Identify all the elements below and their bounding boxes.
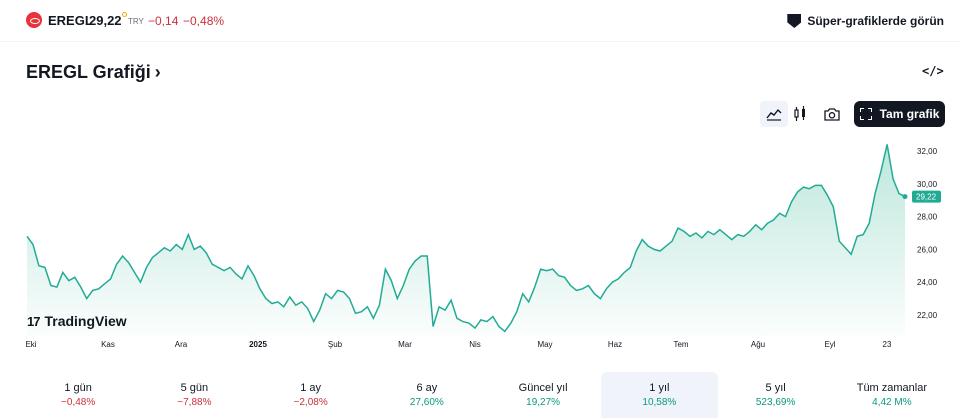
period-tab[interactable]: 1 yıl 10,58% xyxy=(601,372,718,418)
price-change: −0,14 xyxy=(148,14,179,28)
y-tick-label: 22,00 xyxy=(917,311,938,320)
last-price: 29,22 xyxy=(89,13,122,28)
period-change: 523,69% xyxy=(755,397,796,408)
x-tick-label: 23 xyxy=(883,340,892,349)
tradingview-logo: 17 TradingView xyxy=(27,313,127,329)
last-price-badge-label: 29,22 xyxy=(916,193,937,202)
period-label: 1 yıl xyxy=(649,382,670,394)
last-price-point xyxy=(902,194,908,200)
x-tick-label: Ağu xyxy=(751,340,765,349)
period-tab[interactable]: Güncel yıl 19,27% xyxy=(485,372,601,418)
x-tick-label: Ara xyxy=(175,340,188,349)
period-selector: 1 gün −0,48% 5 gün −7,88% 1 ay −2,08% 6 ay 27,6… xyxy=(20,372,950,418)
fullscreen-icon xyxy=(859,108,872,120)
period-tab[interactable]: 5 gün −7,88% xyxy=(136,372,252,418)
period-change: 4,42 M% xyxy=(872,397,912,408)
x-tick-label: Eyl xyxy=(824,340,835,349)
x-tick-label: Kas xyxy=(101,340,115,349)
screenshot-button[interactable] xyxy=(818,101,846,127)
symbol-name[interactable]: EREGL xyxy=(48,13,93,28)
period-label: 5 yıl xyxy=(765,382,786,394)
area-chart-icon xyxy=(766,108,782,121)
x-tick-label: 2025 xyxy=(249,340,267,349)
period-tab[interactable]: 5 yıl 523,69% xyxy=(718,372,834,418)
chevron-right-icon: › xyxy=(154,62,161,82)
y-tick-label: 28,00 xyxy=(917,213,938,222)
price-chart[interactable]: 22,00 24,00 26,00 28,00 30,00 32,00 29,22 Eki Ka… xyxy=(0,136,960,356)
period-change: −7,88% xyxy=(177,397,212,408)
period-change: 10,58% xyxy=(642,397,677,408)
currency: TRY xyxy=(128,17,144,26)
period-label: 6 ay xyxy=(416,382,438,394)
period-change: 27,60% xyxy=(409,397,444,408)
page-title: EREGL Grafiği xyxy=(26,62,151,82)
x-tick-label: Mar xyxy=(398,340,412,349)
period-label: Tüm zamanlar xyxy=(856,382,928,394)
tradingview-brand: TradingView xyxy=(44,313,127,329)
period-tab[interactable]: Tüm zamanlar 4,42 M% xyxy=(834,372,950,418)
company-logo-icon xyxy=(26,12,42,28)
candlestick-icon xyxy=(794,106,805,121)
period-label: Güncel yıl xyxy=(518,382,568,394)
x-tick-label: Haz xyxy=(608,340,622,349)
camera-icon xyxy=(824,108,840,121)
chart-title-link[interactable]: EREGL Grafiği › xyxy=(26,62,161,83)
period-label: 5 gün xyxy=(180,382,209,394)
x-tick-label: Şub xyxy=(328,340,343,349)
y-tick-label: 26,00 xyxy=(917,245,938,254)
super-charts-label: Süper-grafiklerde görün xyxy=(807,14,944,28)
x-tick-label: May xyxy=(537,340,552,349)
period-change: −0,48% xyxy=(61,397,96,408)
y-tick-label: 30,00 xyxy=(917,180,938,189)
period-label: 1 ay xyxy=(300,382,322,394)
price-change-percent: −0,48% xyxy=(183,14,225,28)
period-change: 19,27% xyxy=(526,397,561,408)
super-charts-link[interactable]: Süper-grafiklerde görün xyxy=(787,12,944,30)
y-tick-label: 24,00 xyxy=(917,278,938,287)
price-line xyxy=(26,144,906,333)
supercharts-icon xyxy=(787,14,802,28)
period-tab[interactable]: 6 ay 27,60% xyxy=(369,372,485,418)
price-area-fill xyxy=(27,144,905,336)
candles-chart-button[interactable] xyxy=(786,101,814,127)
period-tab[interactable]: 1 gün −0,48% xyxy=(20,372,136,418)
period-label: 1 gün xyxy=(64,382,92,394)
x-tick-label: Nis xyxy=(469,340,481,349)
period-tab[interactable]: 1 ay −2,08% xyxy=(253,372,369,418)
full-chart-button[interactable]: Tam grafik xyxy=(854,101,945,127)
last-price-badge xyxy=(912,190,941,203)
symbol-header: EREGL 29,22 TRY −0,14 −0,48% Süper-grafi… xyxy=(0,0,960,42)
tradingview-mark-icon: 17 xyxy=(27,313,41,329)
full-chart-label: Tam grafik xyxy=(879,107,940,121)
market-status-icon xyxy=(122,12,127,17)
area-chart-button[interactable] xyxy=(760,101,788,127)
x-tick-label: Eki xyxy=(25,340,36,349)
x-tick-label: Tem xyxy=(673,340,688,349)
period-change: −2,08% xyxy=(293,397,328,408)
embed-code-icon[interactable]: </> xyxy=(922,64,944,78)
y-tick-label: 32,00 xyxy=(917,147,938,156)
